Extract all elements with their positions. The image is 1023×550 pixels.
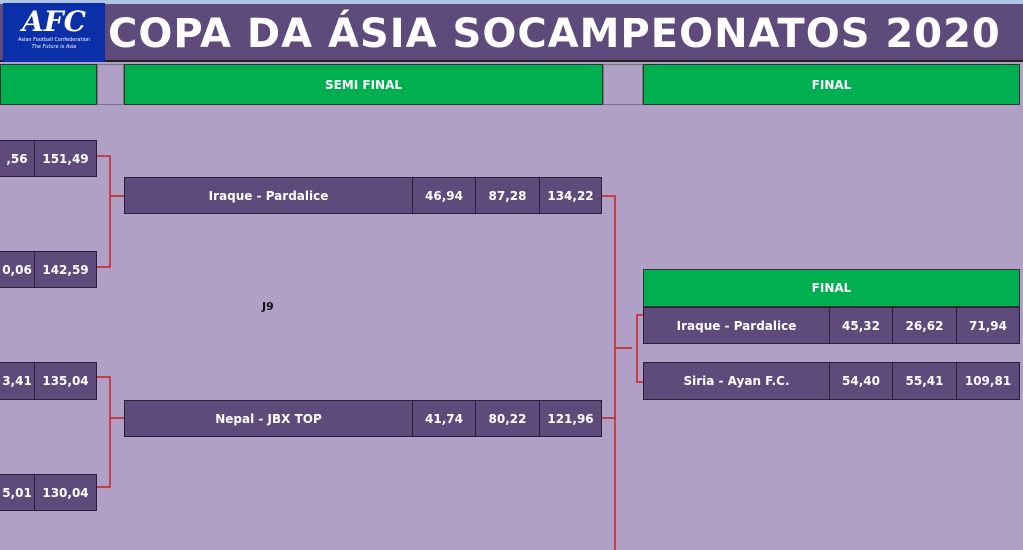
final-box-title: FINAL bbox=[643, 269, 1020, 307]
connector-q1 bbox=[97, 155, 124, 268]
final-score1: 45,32 bbox=[829, 307, 893, 344]
final-header: FINAL bbox=[643, 64, 1020, 105]
semi-score1: 46,94 bbox=[412, 177, 476, 214]
afc-logo: AFC Asian Football Confederation The Fut… bbox=[3, 3, 105, 62]
final-total: 109,81 bbox=[956, 362, 1020, 400]
logo-tagline: The Future is Asia bbox=[31, 44, 77, 50]
quarter-total: 130,04 bbox=[34, 474, 97, 511]
final-team: Siria - Ayan F.C. bbox=[643, 362, 830, 400]
quarter-total: 151,49 bbox=[34, 140, 97, 177]
connector-final bbox=[615, 314, 643, 383]
quarter-score: 0,06 bbox=[0, 251, 35, 288]
logo-sub: Asian Football Confederation bbox=[17, 37, 91, 43]
quarter-total: 135,04 bbox=[34, 362, 97, 400]
final-score1: 54,40 bbox=[829, 362, 893, 400]
final-total: 71,94 bbox=[956, 307, 1020, 344]
semi-score2: 80,22 bbox=[475, 400, 540, 437]
header-bar bbox=[0, 4, 1023, 62]
logo-text: AFC bbox=[22, 5, 86, 38]
column-gap bbox=[603, 64, 643, 105]
connector-q2 bbox=[97, 376, 124, 488]
semi-total: 121,96 bbox=[539, 400, 602, 437]
quarter-header bbox=[0, 64, 97, 105]
top-strip bbox=[0, 0, 1023, 4]
semi-team: Nepal - JBX TOP bbox=[124, 400, 413, 437]
final-score2: 26,62 bbox=[892, 307, 957, 344]
connector-semi bbox=[602, 195, 616, 550]
semi-team: Iraque - Pardalice bbox=[124, 177, 413, 214]
page-title: COPA DA ÁSIA SOCAMPEONATOS 2020 bbox=[108, 11, 1001, 57]
quarter-score: 3,41 bbox=[0, 362, 35, 400]
quarter-total: 142,59 bbox=[34, 251, 97, 288]
final-score2: 55,41 bbox=[892, 362, 957, 400]
semi-total: 134,22 bbox=[539, 177, 602, 214]
semi-header: SEMI FINAL bbox=[124, 64, 603, 105]
match-label: J9 bbox=[262, 300, 274, 313]
final-team: Iraque - Pardalice bbox=[643, 307, 830, 344]
quarter-score: ,56 bbox=[0, 140, 35, 177]
semi-score1: 41,74 bbox=[412, 400, 476, 437]
column-gap bbox=[97, 64, 124, 105]
